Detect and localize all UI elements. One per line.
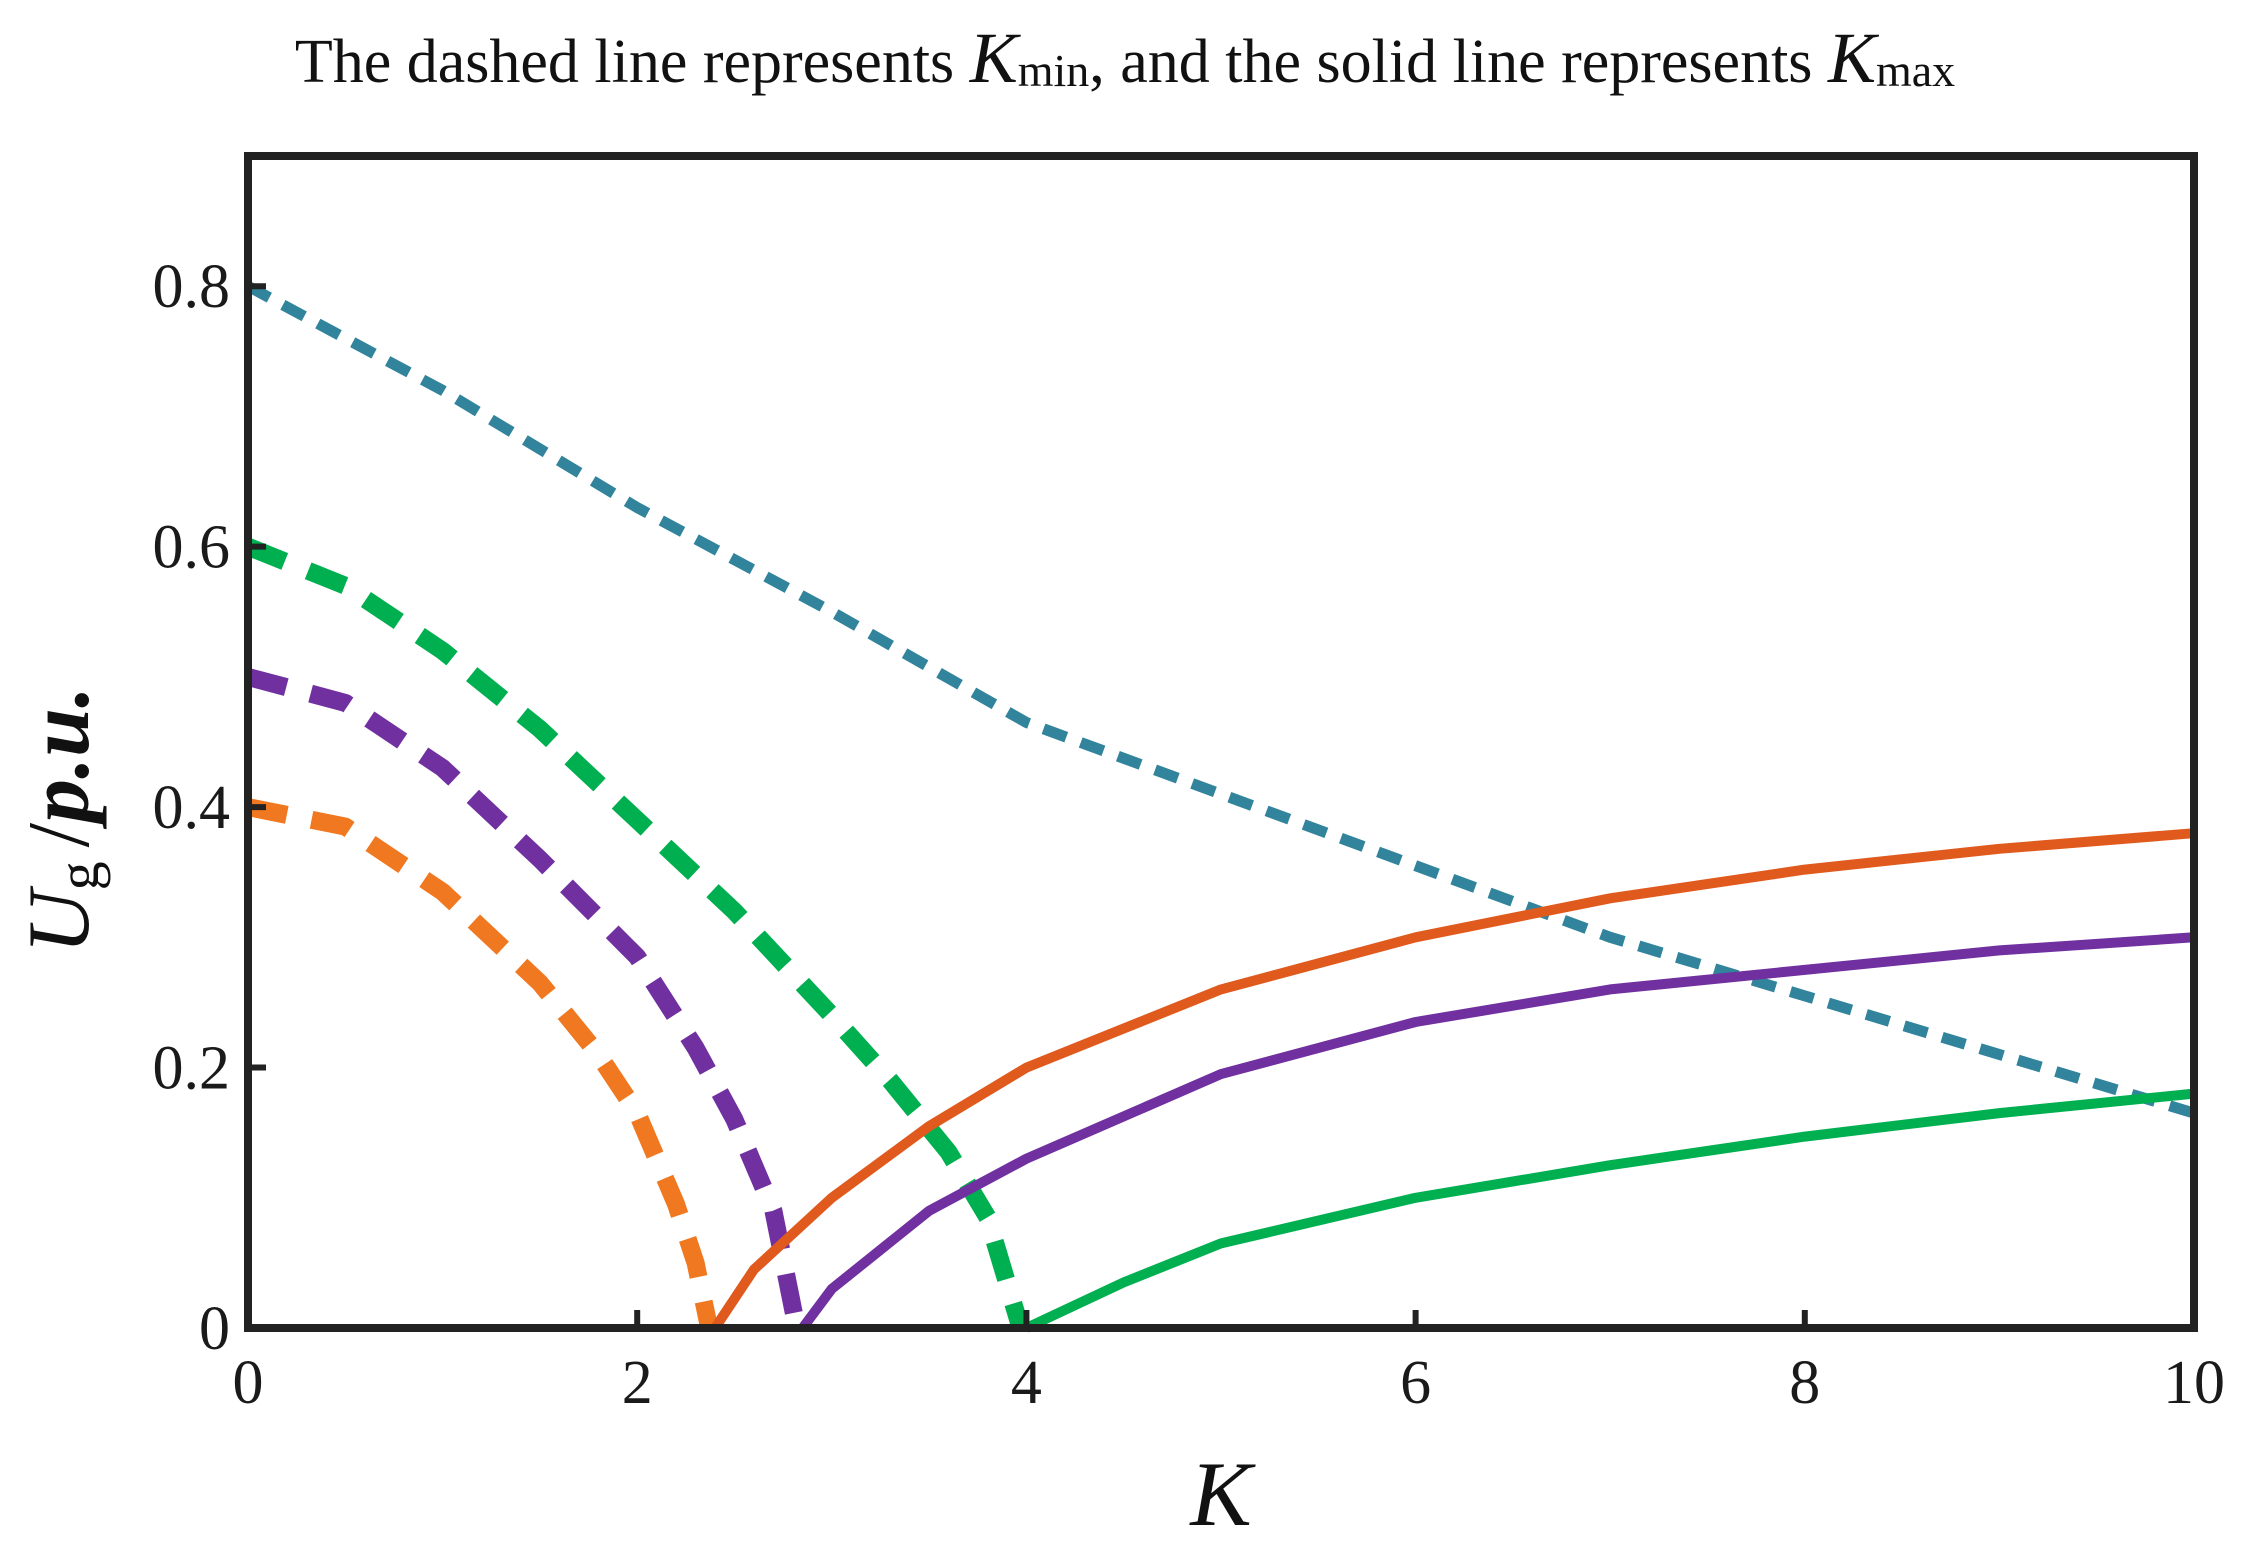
y-tick-label: 0.6 bbox=[153, 514, 231, 582]
y-tick-label: 0.2 bbox=[153, 1035, 231, 1103]
axes-frame bbox=[244, 152, 2198, 1332]
plot-area bbox=[244, 281, 2196, 1333]
y-axis-label: Ug /p.u. bbox=[11, 686, 111, 954]
y-tick-label: 0.8 bbox=[153, 253, 231, 321]
dashed-line bbox=[245, 281, 2196, 1119]
x-tick-label: 2 bbox=[622, 1349, 653, 1417]
dashed-line bbox=[246, 798, 719, 1330]
dashed-line bbox=[245, 668, 806, 1330]
x-tick-label: 4 bbox=[1011, 1349, 1042, 1417]
y-tick-label: 0 bbox=[199, 1295, 230, 1363]
title-text: The dashed line represents bbox=[295, 28, 970, 96]
title-symbol: K bbox=[1827, 18, 1880, 98]
y-tick-label: 0.4 bbox=[153, 774, 231, 842]
y-label-slash: / bbox=[11, 822, 108, 847]
title-symbol: K bbox=[969, 18, 1022, 98]
solid-line bbox=[1024, 1088, 2195, 1333]
dashed-line bbox=[244, 538, 1030, 1331]
y-label-subscript: g bbox=[46, 861, 111, 890]
x-tick-label: 0 bbox=[233, 1349, 264, 1417]
y-label-symbol: U bbox=[11, 885, 108, 954]
solid-line bbox=[710, 828, 2195, 1331]
x-tick-label: 6 bbox=[1400, 1349, 1431, 1417]
title-subscript: max bbox=[1876, 45, 1955, 96]
chart-title: The dashed line represents Kmin, and the… bbox=[295, 18, 1955, 98]
title-subscript: min bbox=[1018, 45, 1090, 96]
x-tick-label: 8 bbox=[1789, 1349, 1820, 1417]
y-label-unit: p.u. bbox=[11, 686, 108, 830]
solid-line bbox=[798, 932, 2195, 1331]
x-axis-label: K bbox=[1188, 1443, 1256, 1545]
x-tick-label: 10 bbox=[2163, 1349, 2225, 1417]
title-text: , and the solid line represents bbox=[1089, 28, 1828, 96]
